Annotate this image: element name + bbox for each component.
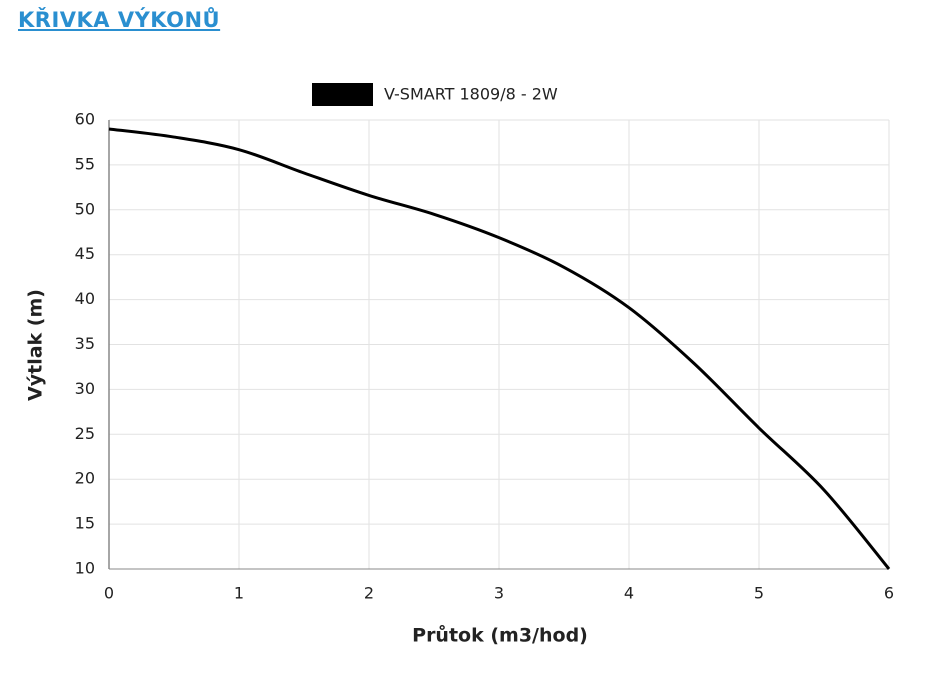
- y-tick-label: 15: [75, 514, 95, 533]
- y-tick-label: 40: [75, 289, 95, 308]
- y-axis-title: Výtlak (m): [25, 289, 47, 401]
- x-tick-label: 5: [754, 584, 764, 603]
- legend-label: V-SMART 1809/8 - 2W: [384, 85, 558, 104]
- x-tick-label: 1: [234, 584, 244, 603]
- x-tick-label: 6: [884, 584, 894, 603]
- y-tick-label: 30: [75, 379, 95, 398]
- x-tick-label: 0: [104, 584, 114, 603]
- y-tick-label: 60: [75, 110, 95, 129]
- legend-swatch: [312, 83, 373, 106]
- y-tick-label: 25: [75, 424, 95, 443]
- x-tick-label: 2: [364, 584, 374, 603]
- y-tick-label: 20: [75, 469, 95, 488]
- section-heading[interactable]: KŘIVKA VÝKONŮ: [18, 8, 221, 32]
- y-tick-label: 55: [75, 154, 95, 173]
- y-tick-label: 45: [75, 244, 95, 263]
- y-tick-label: 50: [75, 199, 95, 218]
- x-tick-label: 3: [494, 584, 504, 603]
- x-tick-label: 4: [624, 584, 634, 603]
- x-axis-title: Průtok (m3/hod): [412, 624, 588, 647]
- y-tick-label: 35: [75, 334, 95, 353]
- y-tick-label: 10: [75, 559, 95, 578]
- series-line: [108, 127, 891, 570]
